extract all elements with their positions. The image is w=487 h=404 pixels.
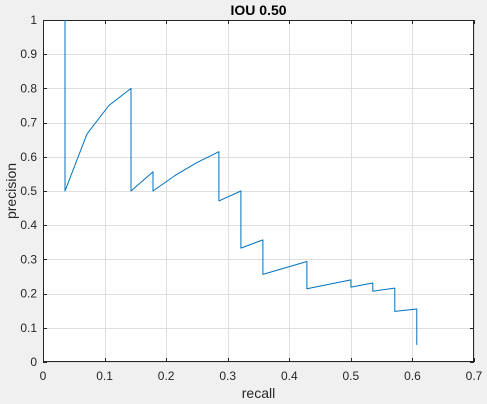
x-tick-label: 0.7 [466,369,483,383]
x-tick-label: 0.4 [281,369,298,383]
y-tick-label: 0.4 [20,218,37,232]
x-ticks: 0 0.1 0.2 0.3 0.4 0.5 0.6 0.7 [40,20,483,383]
y-tick-label: 0.7 [20,116,37,130]
pr-curve-line [64,20,418,345]
x-tick-label: 0.6 [404,369,421,383]
y-tick-label: 0.6 [20,150,37,164]
y-ticks: 0 0.1 0.2 0.3 0.4 0.5 0.6 0.7 0.8 0.9 1 [20,13,474,369]
y-tick-label: 0.1 [20,321,37,335]
x-tick-label: 0 [40,369,47,383]
x-tick-label: 0.2 [158,369,175,383]
x-tick-label: 0.1 [96,369,113,383]
x-tick-label: 0.3 [219,369,236,383]
y-tick-label: 0.9 [20,47,37,61]
y-tick-label: 0 [30,355,37,369]
y-tick-label: 0.3 [20,252,37,266]
y-tick-label: 0.2 [20,287,37,301]
series-layer [64,20,418,345]
y-tick-label: 0.8 [20,81,37,95]
x-tick-label: 0.5 [343,369,360,383]
x-axis-label: recall [242,385,275,401]
chart-title: IOU 0.50 [230,2,286,18]
y-axis-label: precision [3,163,19,219]
y-tick-label: 0.5 [20,184,37,198]
y-tick-label: 1 [30,13,37,27]
